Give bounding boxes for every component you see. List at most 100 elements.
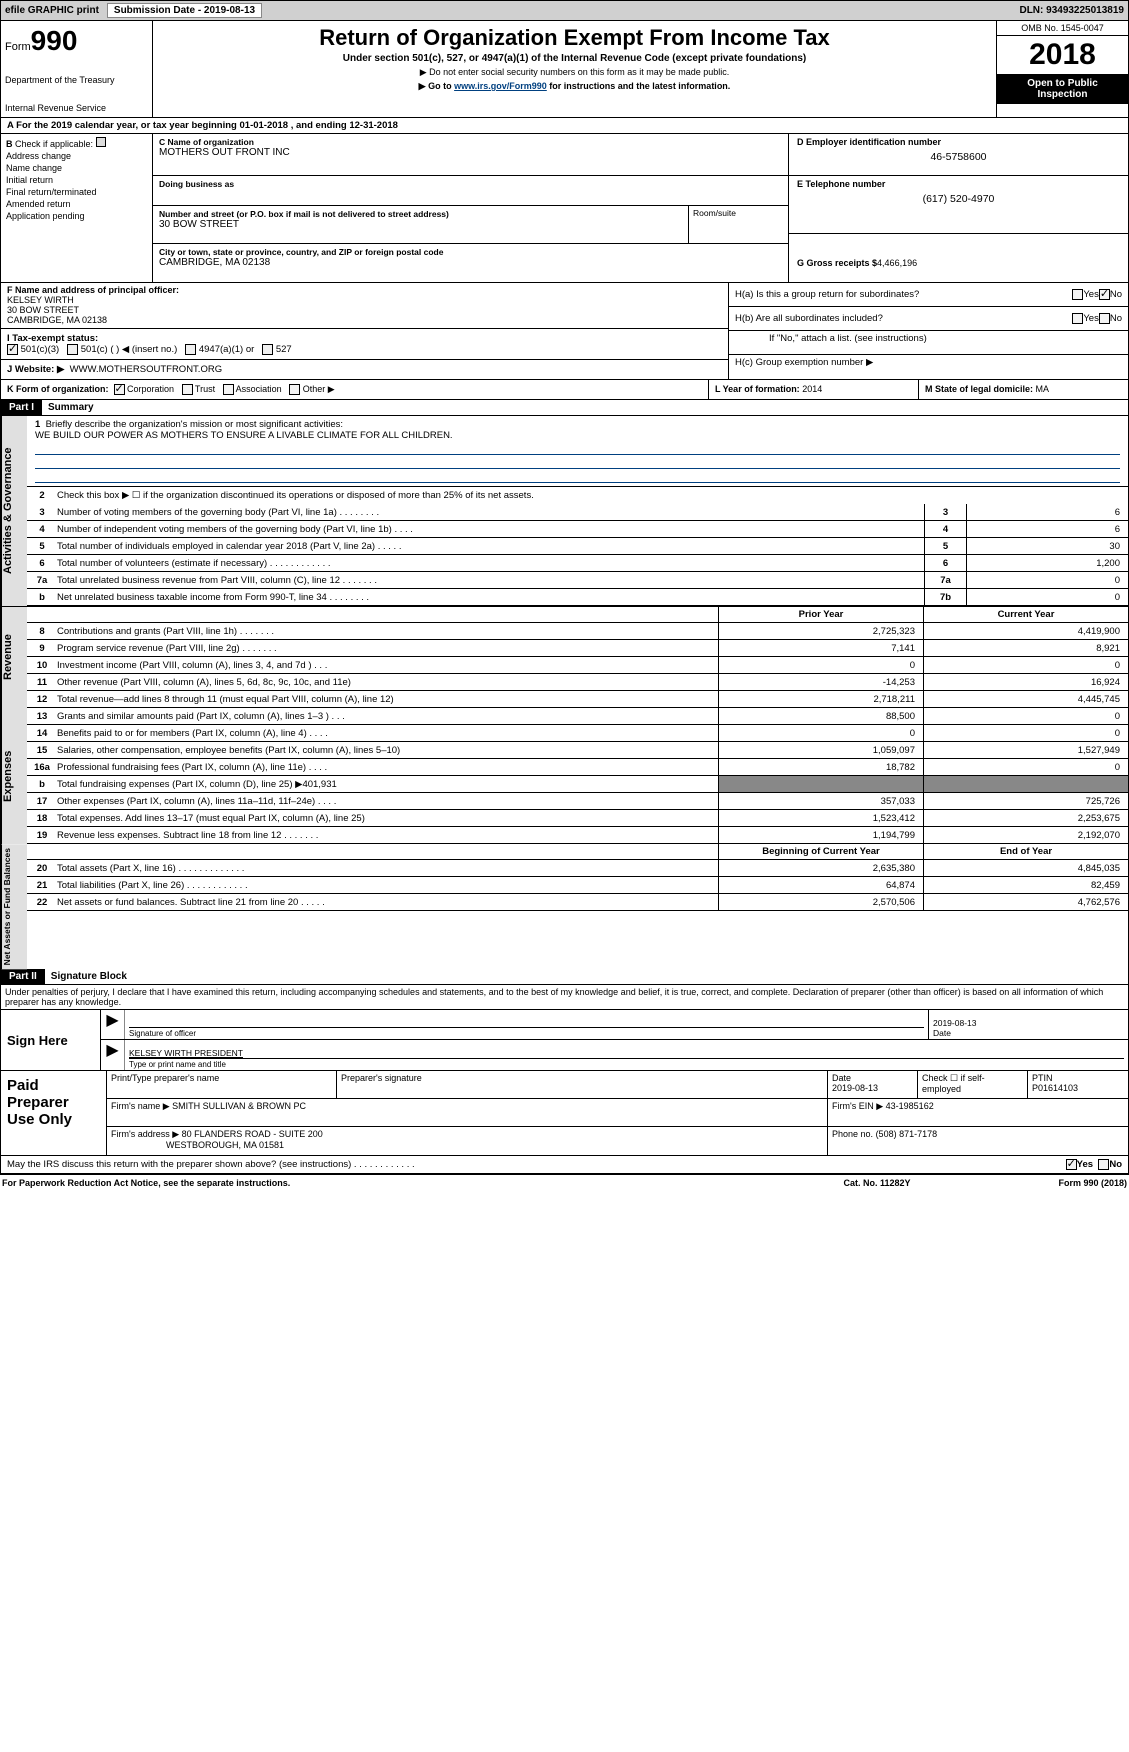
- k-trust[interactable]: [182, 384, 193, 395]
- k-other[interactable]: [289, 384, 300, 395]
- city-label: City or town, state or province, country…: [159, 247, 782, 257]
- k-corp[interactable]: [114, 384, 125, 395]
- discuss-no[interactable]: [1098, 1159, 1109, 1170]
- header-left: Form990 Department of the Treasury Inter…: [1, 21, 153, 117]
- room-label: Room/suite: [688, 206, 788, 243]
- table-row: 11Other revenue (Part VIII, column (A), …: [27, 674, 1128, 691]
- omb-number: OMB No. 1545-0047: [997, 21, 1128, 36]
- section-activities-governance: Activities & Governance 1 Briefly descri…: [0, 416, 1129, 606]
- phone: (617) 520-4970: [797, 193, 1120, 205]
- efile-label: efile GRAPHIC print: [5, 5, 99, 16]
- box-d: D Employer identification number 46-5758…: [789, 134, 1128, 176]
- section-expenses: Expenses 13Grants and similar amounts pa…: [0, 708, 1129, 844]
- table-row: 15Salaries, other compensation, employee…: [27, 742, 1128, 759]
- ein: 46-5758600: [797, 151, 1120, 163]
- table-row: 14Benefits paid to or for members (Part …: [27, 725, 1128, 742]
- row-m: M State of legal domicile: MA: [918, 380, 1128, 399]
- ha-no[interactable]: [1099, 289, 1110, 300]
- part-ii-header: Part II Signature Block: [0, 969, 1129, 985]
- vtab-ag: Activities & Governance: [1, 416, 27, 606]
- org-name: MOTHERS OUT FRONT INC: [159, 147, 782, 158]
- dept-treasury: Department of the Treasury: [5, 75, 148, 85]
- chk-527[interactable]: [262, 344, 273, 355]
- table-row: 5Total number of individuals employed in…: [27, 538, 1128, 555]
- chk-501c3[interactable]: [7, 344, 18, 355]
- table-row: 17Other expenses (Part IX, column (A), l…: [27, 793, 1128, 810]
- section-net-assets: Net Assets or Fund Balances Beginning of…: [0, 844, 1129, 969]
- table-row: 16aProfessional fundraising fees (Part I…: [27, 759, 1128, 776]
- top-bar: efile GRAPHIC print Submission Date - 20…: [0, 0, 1129, 21]
- chk-amended: Amended return: [6, 199, 71, 209]
- h-a: H(a) Is this a group return for subordin…: [735, 289, 1072, 300]
- firm-name: SMITH SULLIVAN & BROWN PC: [172, 1101, 306, 1111]
- open-public: Open to Public Inspection: [997, 74, 1128, 104]
- irs-link[interactable]: www.irs.gov/Form990: [454, 81, 547, 91]
- table-row: 12Total revenue—add lines 8 through 11 (…: [27, 691, 1128, 708]
- table-row: 18Total expenses. Add lines 13–17 (must …: [27, 810, 1128, 827]
- section-fhij: F Name and address of principal officer:…: [0, 282, 1129, 380]
- chk-pending: Application pending: [6, 211, 85, 221]
- sign-arrow-1: ▶: [101, 1010, 125, 1039]
- column-cd: C Name of organization MOTHERS OUT FRONT…: [153, 134, 1128, 282]
- cat-no: Cat. No. 11282Y: [777, 1178, 977, 1188]
- table-row: 20Total assets (Part X, line 16) . . . .…: [27, 860, 1128, 877]
- hb-no[interactable]: [1099, 313, 1110, 324]
- irs-label: Internal Revenue Service: [5, 103, 148, 113]
- table-row: bTotal fundraising expenses (Part IX, co…: [27, 776, 1128, 793]
- website: WWW.MOTHERSOUTFRONT.ORG: [70, 364, 223, 375]
- ha-yes[interactable]: [1072, 289, 1083, 300]
- part-i-header: Part I Summary: [0, 400, 1129, 416]
- form-subtitle: Under section 501(c), 527, or 4947(a)(1)…: [157, 53, 992, 64]
- chk-4947[interactable]: [185, 344, 196, 355]
- h-b2: If "No," attach a list. (see instruction…: [729, 331, 1128, 355]
- table-row: 19Revenue less expenses. Subtract line 1…: [27, 827, 1128, 844]
- box-e: E Telephone number (617) 520-4970: [789, 176, 1128, 234]
- submission-date: Submission Date - 2019-08-13: [107, 3, 262, 18]
- firm-ein: 43-1985162: [886, 1101, 934, 1111]
- preparer-block: Paid Preparer Use Only Print/Type prepar…: [0, 1071, 1129, 1156]
- discuss-yes[interactable]: [1066, 1159, 1077, 1170]
- sign-here-label: Sign Here: [1, 1010, 101, 1070]
- gross-receipts: 4,466,196: [877, 258, 917, 268]
- chk-final: Final return/terminated: [6, 187, 97, 197]
- chk-501c[interactable]: [67, 344, 78, 355]
- row-i: I Tax-exempt status: 501(c)(3) 501(c) ( …: [1, 329, 728, 360]
- header-right: OMB No. 1545-0047 2018 Open to Public In…: [996, 21, 1128, 117]
- sign-date-val: 2019-08-13: [933, 1018, 1124, 1028]
- chk-name: Name change: [6, 163, 62, 173]
- table-row: 13Grants and similar amounts paid (Part …: [27, 708, 1128, 725]
- dba-label: Doing business as: [159, 179, 782, 189]
- chk-initial: Initial return: [6, 175, 53, 185]
- hb-yes[interactable]: [1072, 313, 1083, 324]
- chk-address: Address change: [6, 151, 71, 161]
- vtab-rev: Revenue: [1, 607, 27, 708]
- line-2: Check this box ▶ ☐ if the organization d…: [57, 490, 1128, 501]
- discuss-row: May the IRS discuss this return with the…: [0, 1156, 1129, 1174]
- preparer-label: Paid Preparer Use Only: [1, 1071, 107, 1155]
- form-title: Return of Organization Exempt From Incom…: [157, 25, 992, 51]
- k-assoc[interactable]: [223, 384, 234, 395]
- firm-phone: (508) 871-7178: [876, 1129, 938, 1139]
- column-b: B Check if applicable: Address change Na…: [1, 134, 153, 282]
- row-a: A For the 2019 calendar year, or tax yea…: [0, 118, 1129, 134]
- form-header: Form990 Department of the Treasury Inter…: [0, 21, 1129, 118]
- form-number: 990: [31, 25, 78, 56]
- row-j: J Website: ▶ WWW.MOTHERSOUTFRONT.ORG: [1, 360, 728, 379]
- row-l: L Year of formation: 2014: [708, 380, 918, 399]
- c-name-label: C Name of organization: [159, 137, 782, 147]
- city: CAMBRIDGE, MA 02138: [159, 257, 782, 268]
- table-row: bNet unrelated business taxable income f…: [27, 589, 1128, 606]
- h-c: H(c) Group exemption number ▶: [729, 355, 1128, 379]
- line-1: 1 Briefly describe the organization's mi…: [27, 416, 1128, 487]
- table-row: 10Investment income (Part VIII, column (…: [27, 657, 1128, 674]
- sign-arrow-2: ▶: [101, 1040, 125, 1070]
- dln: DLN: 93493225013819: [1019, 5, 1124, 16]
- section-revenue: Revenue Prior YearCurrent Year 8Contribu…: [0, 606, 1129, 708]
- ssn-warning: ▶ Do not enter social security numbers o…: [157, 67, 992, 78]
- bottom-row: For Paperwork Reduction Act Notice, see …: [0, 1174, 1129, 1191]
- check-applicable[interactable]: [96, 137, 106, 147]
- table-row: 9Program service revenue (Part VIII, lin…: [27, 640, 1128, 657]
- ptin: P01614103: [1032, 1083, 1078, 1093]
- perjury-text: Under penalties of perjury, I declare th…: [0, 985, 1129, 1010]
- section-bcd: B Check if applicable: Address change Na…: [0, 134, 1129, 282]
